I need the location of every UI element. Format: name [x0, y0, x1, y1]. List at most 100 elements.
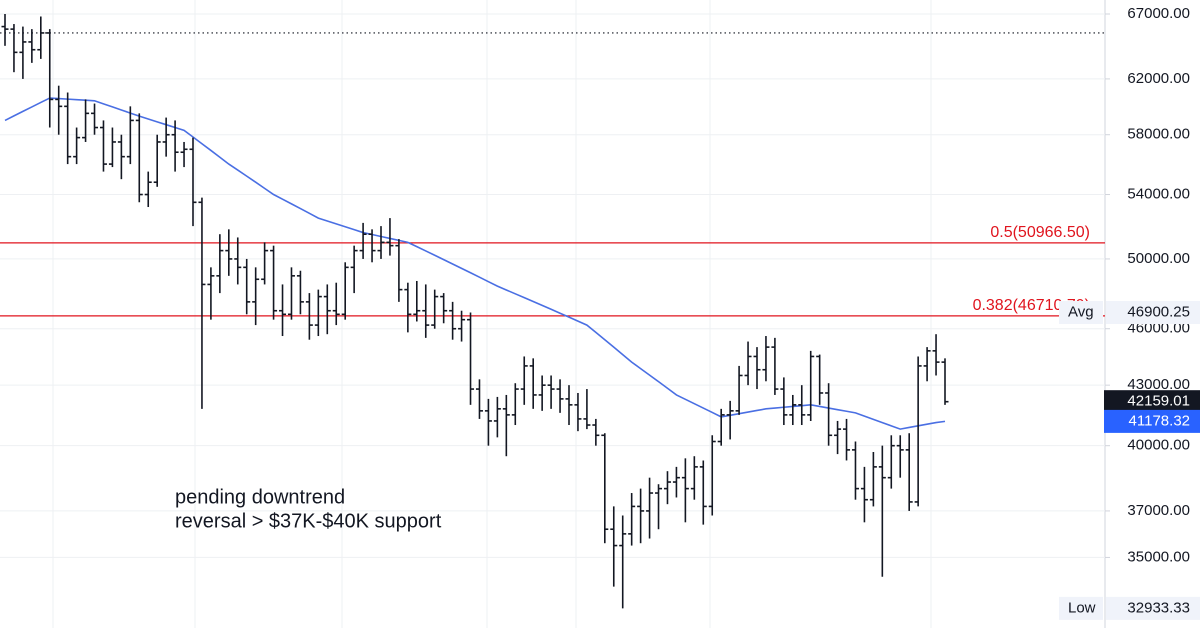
ohlc-bar	[207, 267, 215, 320]
ohlc-bar	[896, 435, 904, 478]
ohlc-bar	[646, 477, 654, 539]
ohlc-bar	[780, 377, 788, 426]
ohlc-bar	[520, 356, 528, 405]
ohlc-bar	[565, 385, 573, 426]
ohlc-bar	[744, 341, 752, 386]
y-tick-label: 50000.00	[1127, 250, 1190, 267]
ohlc-bar	[252, 267, 260, 326]
ohlc-bar	[458, 310, 466, 342]
ohlc-bar	[395, 239, 403, 302]
ohlc-bar	[413, 280, 421, 322]
y-tick-label: 40000.00	[1127, 437, 1190, 454]
ohlc-bar	[108, 127, 116, 168]
ohlc-bar	[449, 301, 457, 340]
ohlc-bar	[574, 392, 582, 432]
y-tick-label: 67000.00	[1127, 5, 1190, 22]
y-tick-label: 54000.00	[1127, 185, 1190, 202]
ohlc-bar	[332, 282, 340, 326]
ohlc-bar	[198, 197, 206, 409]
y-tick-label: 43000.00	[1127, 376, 1190, 393]
ohlc-bar	[672, 466, 680, 498]
ohlc-bar	[225, 229, 233, 276]
ohlc-bar	[287, 267, 295, 320]
ohlc-bar	[547, 375, 555, 409]
ohlc-bar	[234, 237, 242, 285]
ohlc-bar	[878, 445, 886, 577]
ohlc-bar	[628, 493, 636, 546]
ohlc-bar	[144, 171, 152, 208]
avg-tag: Avg	[1068, 303, 1094, 320]
ohlc-bar	[55, 85, 63, 135]
ohlc-bar	[73, 127, 81, 165]
ohlc-bar	[386, 218, 394, 256]
ohlc-bar	[279, 284, 287, 337]
ohlc-bar	[726, 400, 734, 440]
ohlc-bar	[171, 120, 179, 172]
ohlc-bar	[431, 289, 439, 329]
ohlc-bar	[699, 460, 707, 525]
y-tick-label: 62000.00	[1127, 70, 1190, 87]
ohlc-bar	[37, 16, 45, 59]
ohlc-bar	[314, 289, 322, 337]
avg-value-box	[1106, 300, 1200, 324]
ohlc-bar	[717, 408, 725, 446]
ohlc-bar	[341, 262, 349, 320]
annotation: reversal > $37K-$40K support	[175, 510, 442, 532]
ohlc-bar	[825, 383, 833, 446]
ohlc-bar	[619, 515, 627, 609]
annotation: pending downtrend	[175, 486, 345, 508]
ohlc-bar	[10, 24, 18, 73]
ohlc-bar	[467, 312, 475, 405]
ohlc-bar	[708, 435, 716, 516]
ohlc-bar	[180, 141, 188, 168]
ohlc-bar	[681, 458, 689, 523]
ohlc-bar	[189, 137, 197, 227]
ohlc-bar	[296, 270, 304, 315]
ohlc-bar	[323, 284, 331, 335]
ohlc-bar	[762, 336, 770, 382]
ohlc-bar	[655, 484, 663, 530]
ohlc-bar	[91, 103, 99, 135]
ohlc-bar	[887, 435, 895, 489]
ohlc-bar	[511, 383, 519, 426]
ohlc-bar	[869, 451, 877, 507]
ohlc-bar	[216, 234, 224, 294]
low-tag: Low	[1068, 599, 1096, 616]
ohlc-bar	[941, 358, 949, 405]
ohlc-bar	[1, 13, 9, 46]
ohlc-bar	[440, 293, 448, 324]
ohlc-bar	[914, 356, 922, 507]
ohlc-bar	[475, 379, 483, 419]
ohlc-bar	[99, 120, 107, 172]
ohlc-bar	[19, 26, 27, 79]
ohlc-bar	[117, 134, 125, 180]
ohlc-bar	[135, 113, 143, 203]
ohlc-bar	[735, 365, 743, 415]
ohlc-bar	[789, 394, 797, 426]
low-value-box	[1106, 596, 1200, 620]
ohlc-bar	[359, 222, 367, 259]
ohlc-bar	[153, 134, 161, 187]
ohlc-bar	[637, 488, 645, 544]
ohlc-bar	[422, 284, 430, 338]
ohlc-bar	[64, 92, 72, 165]
ohlc-bar	[860, 466, 868, 523]
ohlc-bar	[28, 29, 36, 63]
ohlc-bar	[753, 347, 761, 390]
last-price-label: 42159.01	[1127, 393, 1190, 410]
ohlc-bar	[592, 418, 600, 446]
ohlc-bar	[663, 471, 671, 505]
ohlc-bar	[350, 245, 358, 294]
ohlc-bar	[932, 334, 940, 376]
low-tag-box	[1059, 596, 1103, 620]
ohlc-bar	[243, 258, 251, 315]
y-tick-label: 58000.00	[1127, 126, 1190, 143]
ohlc-bar	[305, 293, 313, 340]
ohlc-bar	[851, 441, 859, 500]
ohlc-bar	[162, 117, 170, 157]
ohlc-bar	[126, 106, 134, 165]
moving-average	[4, 97, 946, 430]
y-tick-label: 37000.00	[1127, 502, 1190, 519]
